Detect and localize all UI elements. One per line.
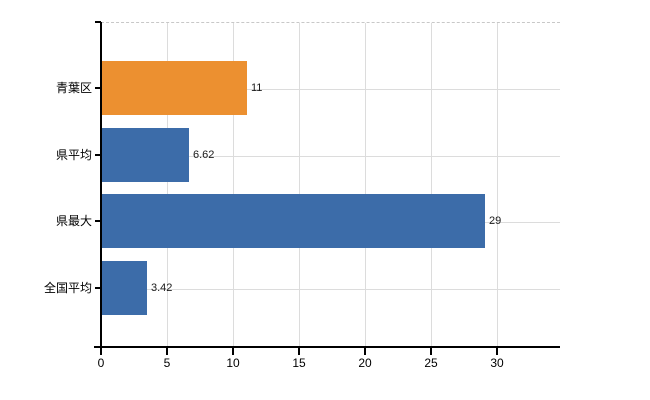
- bar-value-label: 3.42: [151, 282, 173, 294]
- y-axis-tick: [95, 21, 101, 23]
- y-axis-line: [100, 22, 102, 348]
- x-tick-label: 20: [358, 356, 372, 370]
- y-axis-tick: [95, 87, 101, 89]
- bar-value-label: 11: [251, 82, 263, 94]
- bar-2: [102, 194, 485, 248]
- y-axis-tick: [95, 287, 101, 289]
- vertical-gridline: [497, 23, 498, 347]
- bar-value-label: 6.62: [193, 149, 215, 161]
- category-label-kenheikin: 県平均: [55, 148, 92, 162]
- x-tick-label: 15: [292, 356, 306, 370]
- y-axis-tick: [95, 220, 101, 222]
- category-label-kensaidai: 県最大: [55, 214, 92, 228]
- bar-1: [102, 128, 189, 182]
- x-tick-label: 25: [424, 356, 438, 370]
- vertical-gridline: [431, 23, 432, 347]
- category-label-zenkoku: 全国平均: [43, 281, 92, 295]
- vertical-gridline: [365, 23, 366, 347]
- x-tick-label: 10: [226, 356, 240, 370]
- y-axis-tick: [95, 154, 101, 156]
- vertical-gridline: [167, 23, 168, 347]
- category-label-aobaku: 青葉区: [55, 81, 92, 95]
- x-axis-tick: [166, 348, 168, 355]
- bar-3: [102, 261, 147, 315]
- x-axis-tick: [430, 348, 432, 355]
- x-tick-label: 5: [163, 356, 171, 370]
- horizontal-gridline: [101, 89, 560, 90]
- bar-0: [102, 61, 247, 115]
- x-axis-tick: [232, 348, 234, 355]
- horizontal-gridline: [101, 156, 560, 157]
- x-axis-line: [94, 346, 560, 348]
- x-axis-tick: [100, 348, 102, 355]
- x-axis-tick: [298, 348, 300, 355]
- x-axis-tick: [496, 348, 498, 355]
- bar-value-label: 29: [489, 215, 502, 227]
- x-tick-label: 0: [97, 356, 105, 370]
- vertical-gridline: [299, 23, 300, 347]
- vertical-gridline: [233, 23, 234, 347]
- x-tick-label: 30: [490, 356, 504, 370]
- x-axis-tick: [364, 348, 366, 355]
- horizontal-gridline: [101, 289, 560, 290]
